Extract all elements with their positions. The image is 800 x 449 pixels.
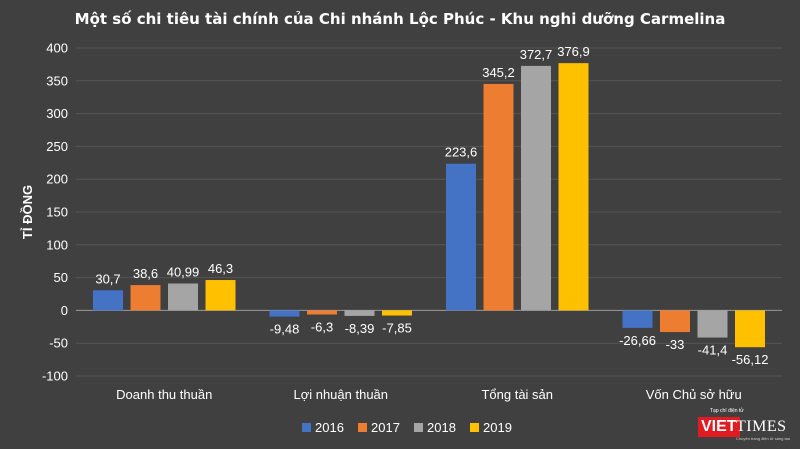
logo-brand-viet: VIET <box>698 417 740 437</box>
bar-2018 <box>521 65 551 311</box>
logo-subline: Chuyên trang điện tử sáng tạo <box>736 436 791 441</box>
bar-2017 <box>130 285 161 311</box>
bar-2019 <box>382 310 412 316</box>
y-tick-label: 100 <box>46 237 68 252</box>
data-labels: 30,7 38,6 40,99 46,3 -9,48 -6,3 -8,39 -7,85 223,… <box>95 44 768 367</box>
data-label: 376,9 <box>557 44 590 59</box>
data-label: -7,85 <box>382 321 412 336</box>
data-label: 30,7 <box>95 271 120 286</box>
y-tick-label: -100 <box>42 369 68 384</box>
legend-swatch-2016 <box>302 423 311 432</box>
y-tick-label: 300 <box>46 106 68 121</box>
y-tick-label: 0 <box>61 303 68 318</box>
y-tick-label: 200 <box>46 172 68 187</box>
legend-label: 2016 <box>315 420 344 435</box>
bar-2018 <box>168 283 198 311</box>
category-label: Tổng tài sản <box>481 387 553 402</box>
logo-tagline: Tạp chí điện tử <box>710 408 744 414</box>
chart-title: Một số chi tiêu tài chính của Chi nhánh … <box>75 9 726 28</box>
data-label: -33 <box>666 337 685 352</box>
y-tick-label: 250 <box>46 139 68 154</box>
data-label: 46,3 <box>208 261 233 276</box>
logo-brand-times: TIMES <box>736 418 787 435</box>
bar-2016 <box>269 310 300 317</box>
category-label: Lợi nhuận thuần <box>293 387 388 402</box>
y-axis-label: TỈ ĐỒNG <box>20 185 35 239</box>
bar-2016 <box>622 310 653 328</box>
y-tick-label: 350 <box>46 73 68 88</box>
bar-2018 <box>344 310 375 316</box>
data-label: 40,99 <box>167 265 200 280</box>
y-tick-label: -50 <box>49 336 68 351</box>
bar-2017 <box>660 310 690 333</box>
bar-2019 <box>205 280 236 311</box>
legend-label: 2017 <box>371 420 400 435</box>
bar-2019 <box>735 310 765 348</box>
x-axis-categories: Doanh thu thuần Lợi nhuận thuần Tổng tài s… <box>116 387 742 402</box>
category-label: Doanh thu thuần <box>116 387 212 402</box>
bar-2018 <box>697 310 728 338</box>
bar-2016 <box>446 163 476 311</box>
y-axis-ticks: -100 -50 0 50 100 150 200 250 300 350 400 <box>42 41 68 384</box>
legend-swatch-2019 <box>470 423 479 432</box>
legend-label: 2018 <box>427 420 456 435</box>
bar-2017 <box>483 83 514 311</box>
category-label: Vốn Chủ sở hữu <box>646 387 742 402</box>
data-label: -56,12 <box>732 352 769 367</box>
data-label: 372,7 <box>520 47 553 62</box>
data-label: 38,6 <box>133 266 158 281</box>
data-label: -8,39 <box>345 321 375 336</box>
bars <box>93 63 765 348</box>
data-label: -9,48 <box>270 322 300 337</box>
viettimes-logo: Tạp chí điện tử VIET TIMES Chuyên trang … <box>698 408 794 442</box>
data-label: 223,6 <box>445 145 478 160</box>
data-label: -6,3 <box>311 320 333 335</box>
bar-2019 <box>558 63 589 311</box>
bar-2017 <box>307 310 337 315</box>
y-tick-label: 400 <box>46 41 68 56</box>
y-tick-label: 150 <box>46 205 68 220</box>
bar-2016 <box>93 290 123 311</box>
legend: 2016 2017 2018 2019 <box>302 420 512 435</box>
legend-swatch-2017 <box>358 423 367 432</box>
data-label: -41,4 <box>698 343 728 358</box>
data-label: 345,2 <box>482 65 515 80</box>
legend-label: 2019 <box>483 420 512 435</box>
data-label: -26,66 <box>619 333 656 348</box>
y-tick-label: 50 <box>54 270 68 285</box>
legend-swatch-2018 <box>414 423 423 432</box>
